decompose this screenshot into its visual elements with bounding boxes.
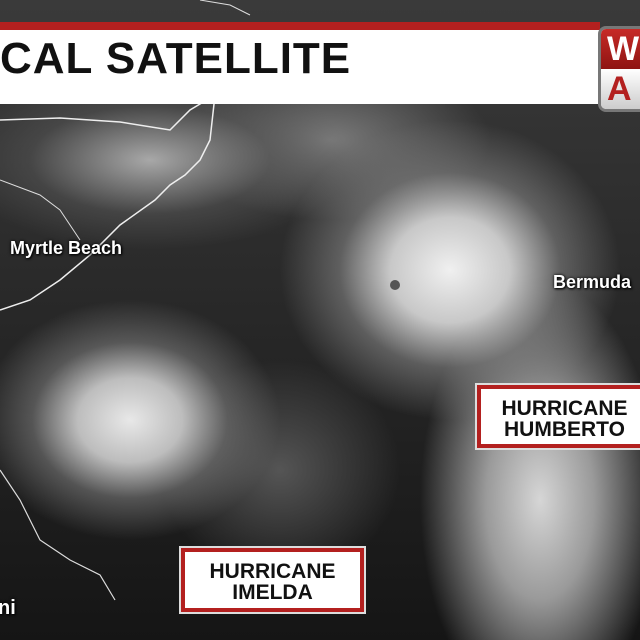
- storm-name: HUMBERTO: [504, 418, 625, 441]
- header-bar: [0, 30, 600, 104]
- humberto-eye: [390, 280, 400, 290]
- station-logo: W A: [598, 26, 640, 112]
- storm-type: HURRICANE: [209, 560, 336, 583]
- storm-name: IMELDA: [232, 581, 313, 604]
- city-label-miami: ni: [0, 597, 16, 619]
- storm-label-humberto: HURRICANE HUMBERTO: [477, 385, 640, 448]
- logo-bottom: A: [601, 69, 640, 109]
- city-label-myrtle-beach: Myrtle Beach: [10, 238, 123, 258]
- storm-type: HURRICANE: [501, 397, 628, 420]
- city-label-bermuda: Bermuda: [553, 272, 632, 292]
- storm-label-imelda: HURRICANE IMELDA: [181, 548, 364, 612]
- logo-top: W: [601, 29, 640, 69]
- header-accent-bar: [0, 22, 600, 30]
- page-title: CAL SATELLITE: [0, 34, 352, 83]
